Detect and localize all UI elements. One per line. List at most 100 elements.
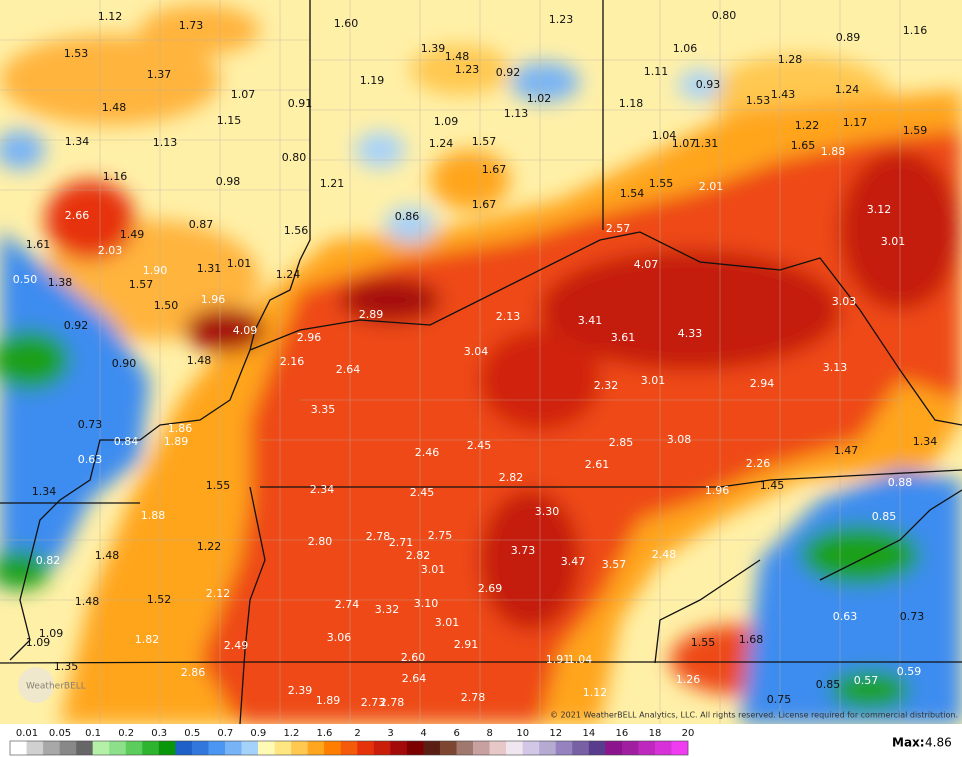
color-swatch	[539, 741, 557, 755]
precip-value: 1.96	[705, 484, 730, 497]
color-swatch	[357, 741, 375, 755]
precip-value: 2.13	[496, 310, 521, 323]
precip-value: 0.92	[496, 66, 521, 79]
precip-value: 1.48	[187, 354, 212, 367]
precip-value: 1.04	[652, 129, 677, 142]
precip-value: 3.04	[464, 345, 489, 358]
color-bar-frame	[9, 740, 689, 756]
precip-value: 0.87	[189, 218, 214, 231]
precip-value: 0.73	[900, 610, 925, 623]
precip-value: 1.48	[445, 50, 470, 63]
max-label: Max:	[892, 736, 925, 750]
precip-value: 0.86	[395, 210, 420, 223]
precip-value: 3.13	[823, 361, 848, 374]
precip-value: 1.49	[120, 228, 145, 241]
color-swatch	[555, 741, 573, 755]
legend-label: 14	[582, 728, 595, 739]
legend-label: 0.01	[16, 728, 38, 739]
precip-value: 1.57	[472, 135, 497, 148]
color-swatch	[588, 741, 606, 755]
precip-value: 1.07	[231, 88, 256, 101]
precip-value: 1.43	[771, 88, 796, 101]
legend-label: 0.2	[118, 728, 134, 739]
precip-value: 1.82	[135, 633, 160, 646]
value-labels: 1.12 1.73 1.60 1.23 0.80 1.16 0.89 1.53 1.37 1.39…	[13, 9, 938, 709]
color-swatch	[473, 741, 490, 755]
precip-value: 1.31	[694, 137, 719, 150]
precip-value: 2.64	[402, 672, 427, 685]
precip-value: 1.48	[75, 595, 100, 608]
precip-value: 3.57	[602, 558, 627, 571]
precip-value: 1.04	[568, 653, 593, 666]
legend-label: 4	[420, 728, 426, 739]
precip-value: 2.96	[297, 331, 322, 344]
precip-value: 1.12	[98, 10, 123, 23]
precip-value: 3.41	[578, 314, 603, 327]
precip-value: 1.68	[739, 633, 764, 646]
precip-value: 2.48	[652, 548, 677, 561]
color-swatch	[274, 741, 292, 755]
precip-value: 0.93	[696, 78, 721, 91]
precip-value: 2.69	[478, 582, 503, 595]
color-swatch	[76, 741, 93, 755]
color-swatch	[340, 741, 358, 755]
precip-value: 1.37	[147, 68, 172, 81]
max-value: 4.86	[925, 736, 952, 750]
shading	[0, 0, 962, 724]
precip-value: 3.12	[867, 203, 892, 216]
precip-value: 0.80	[282, 151, 307, 164]
precip-value: 3.01	[641, 374, 666, 387]
color-bar: 0.01 0.05 0.1 0.2 0.3 0.5 0.7 0.9 1.2 1.6 2 3 4 6 8 10 1…	[9, 728, 694, 756]
color-swatch	[373, 741, 391, 755]
precip-value: 1.55	[691, 636, 716, 649]
precip-value: 3.47	[561, 555, 586, 568]
precip-value: 1.91	[546, 653, 571, 666]
legend-label: 18	[649, 728, 662, 739]
color-swatch	[638, 741, 656, 755]
color-swatch	[10, 741, 27, 755]
precip-value: 2.26	[746, 457, 771, 470]
precip-value: 1.67	[472, 198, 497, 211]
precip-value: 3.08	[667, 433, 692, 446]
color-swatch	[224, 741, 242, 755]
precip-value: 1.23	[549, 13, 574, 26]
precip-value: 1.60	[334, 17, 359, 30]
precip-value: 3.01	[435, 616, 460, 629]
precip-value: 1.17	[843, 116, 868, 129]
precip-value: 2.49	[224, 639, 249, 652]
precip-value: 1.01	[227, 257, 252, 270]
precip-value: 2.74	[335, 598, 360, 611]
precip-value: 1.53	[64, 47, 89, 60]
precip-value: 0.89	[836, 31, 861, 44]
legend-label: 8	[487, 728, 493, 739]
precip-value: 2.01	[699, 180, 724, 193]
precip-value: 1.22	[197, 540, 222, 553]
color-swatch	[26, 741, 44, 755]
precip-value: 0.88	[888, 476, 913, 489]
color-swatch	[241, 741, 259, 755]
precip-value: 2.86	[181, 666, 206, 679]
precip-value: 1.26	[676, 673, 701, 686]
precip-value: 3.10	[414, 597, 439, 610]
precip-value: 2.32	[594, 379, 619, 392]
precip-value: 1.23	[455, 63, 480, 76]
precip-value: 2.64	[336, 363, 361, 376]
precip-value: 2.66	[65, 209, 90, 222]
color-swatch	[324, 741, 342, 755]
logo: WeatherBELL	[18, 667, 86, 703]
precip-value: 1.55	[649, 177, 674, 190]
precip-value: 1.11	[644, 65, 669, 78]
precip-value: 1.48	[95, 549, 120, 562]
color-swatch	[142, 741, 160, 755]
precip-value: 1.48	[102, 101, 127, 114]
precip-value: 1.13	[504, 107, 529, 120]
precip-value: 2.80	[308, 535, 333, 548]
legend-label: 1.2	[283, 728, 299, 739]
precip-value: 2.85	[609, 436, 634, 449]
precip-value: 1.89	[316, 694, 341, 707]
precip-value: 0.85	[816, 678, 841, 691]
color-swatch	[92, 741, 110, 755]
precip-value: 2.34	[310, 483, 335, 496]
